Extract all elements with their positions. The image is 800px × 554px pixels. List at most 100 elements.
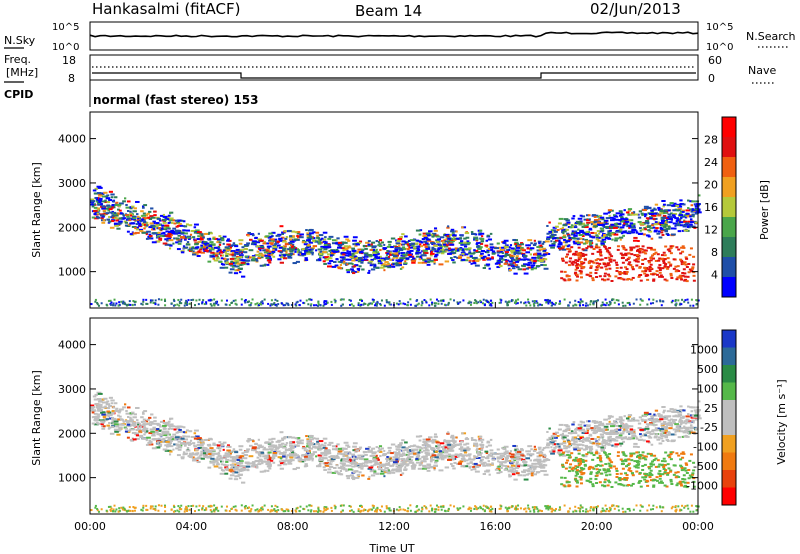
power-cell: [575, 232, 579, 235]
velocity-cell: [645, 431, 648, 434]
power-cell: [143, 217, 148, 220]
power-cell: [474, 264, 480, 267]
velocity-cell: [94, 402, 97, 405]
power-cell: [528, 244, 531, 247]
power-cell: [197, 235, 202, 238]
velocity-cell: [131, 431, 137, 434]
velocity-cell: [633, 430, 636, 433]
velocity-cell: [509, 462, 514, 465]
power-cell: [657, 230, 661, 233]
power-cell: [519, 252, 522, 255]
power-cell: [529, 248, 533, 251]
velocity-cell: [447, 449, 451, 452]
velocity-cell: [674, 423, 679, 426]
power-cell: [404, 303, 407, 306]
power-cell: [663, 266, 667, 269]
power-cell: [340, 247, 346, 250]
power-cell: [299, 236, 304, 239]
power-cell: [489, 246, 495, 249]
velocity-cell: [238, 460, 244, 463]
velocity-cell: [417, 457, 422, 460]
power-cell: [259, 239, 264, 242]
power-cell: [620, 277, 624, 280]
power-cell: [503, 239, 509, 242]
power-cell: [296, 300, 299, 303]
ytick-label: 3000: [58, 177, 86, 190]
power-cell: [558, 241, 562, 244]
power-cell: [180, 250, 185, 253]
power-cell: [685, 209, 691, 212]
power-cell: [627, 213, 631, 216]
power-cell: [684, 263, 688, 266]
velocity-cell: [640, 418, 644, 421]
velocity-cell: [339, 449, 345, 452]
power-cell: [470, 301, 473, 304]
velocity-cell: [113, 429, 118, 432]
power-cell: [236, 262, 241, 265]
power-cell: [694, 205, 699, 208]
power-cell: [168, 231, 172, 234]
power-cell: [537, 240, 542, 243]
power-cell: [260, 301, 263, 304]
velocity-cell: [153, 416, 157, 419]
power-cell: [450, 228, 455, 231]
power-cell: [675, 278, 679, 281]
power-cell: [301, 248, 305, 251]
power-cell: [107, 205, 112, 208]
velocity-cell: [463, 465, 469, 468]
power-cell: [168, 219, 174, 222]
power-cell: [118, 209, 122, 212]
power-cell: [351, 272, 356, 275]
power-cell: [488, 304, 491, 307]
power-cell: [190, 229, 196, 232]
power-cell: [578, 264, 582, 267]
power-cell: [527, 266, 531, 269]
power-cell: [648, 298, 651, 301]
velocity-cell: [525, 457, 531, 460]
power-cell: [652, 298, 655, 301]
power-cell: [650, 213, 654, 216]
power-cell: [535, 300, 538, 303]
power-cell: [110, 196, 114, 199]
velocity-cell: [504, 465, 507, 468]
power-cell: [692, 215, 695, 218]
power-cell: [666, 266, 670, 269]
power-cell: [595, 238, 600, 241]
power-cell: [673, 227, 677, 230]
velocity-cell: [489, 449, 494, 452]
power-cell: [531, 256, 537, 259]
power-cell: [538, 248, 544, 251]
power-cell: [597, 232, 601, 235]
velocity-cell: [347, 445, 351, 448]
colorbar-swatch: [722, 137, 736, 158]
power-cell: [317, 301, 320, 304]
power-cell: [187, 237, 191, 240]
power-cell: [272, 249, 275, 252]
velocity-cell: [411, 467, 416, 470]
power-cell: [689, 223, 693, 226]
power-cell: [663, 210, 668, 213]
power-cell: [637, 240, 640, 243]
power-cell: [113, 298, 116, 301]
velocity-cell: [309, 454, 314, 457]
power-cell: [304, 258, 309, 261]
velocity-cell: [440, 458, 445, 461]
power-cell: [566, 221, 571, 224]
power-cell: [585, 273, 589, 276]
power-cell: [340, 304, 343, 307]
velocity-cell: [550, 435, 554, 438]
power-cell: [683, 300, 686, 303]
velocity-cell: [139, 426, 142, 429]
power-cell: [566, 248, 570, 251]
velocity-cell: [194, 452, 199, 455]
velocity-cell: [343, 454, 349, 457]
power-cell: [129, 207, 133, 210]
power-cell: [343, 260, 346, 263]
power-cell: [513, 301, 516, 304]
velocity-cell: [319, 456, 324, 459]
power-cell: [413, 259, 416, 262]
power-cell: [116, 212, 121, 215]
power-cell: [204, 244, 210, 247]
velocity-cell: [390, 464, 395, 467]
power-cell: [100, 302, 103, 305]
